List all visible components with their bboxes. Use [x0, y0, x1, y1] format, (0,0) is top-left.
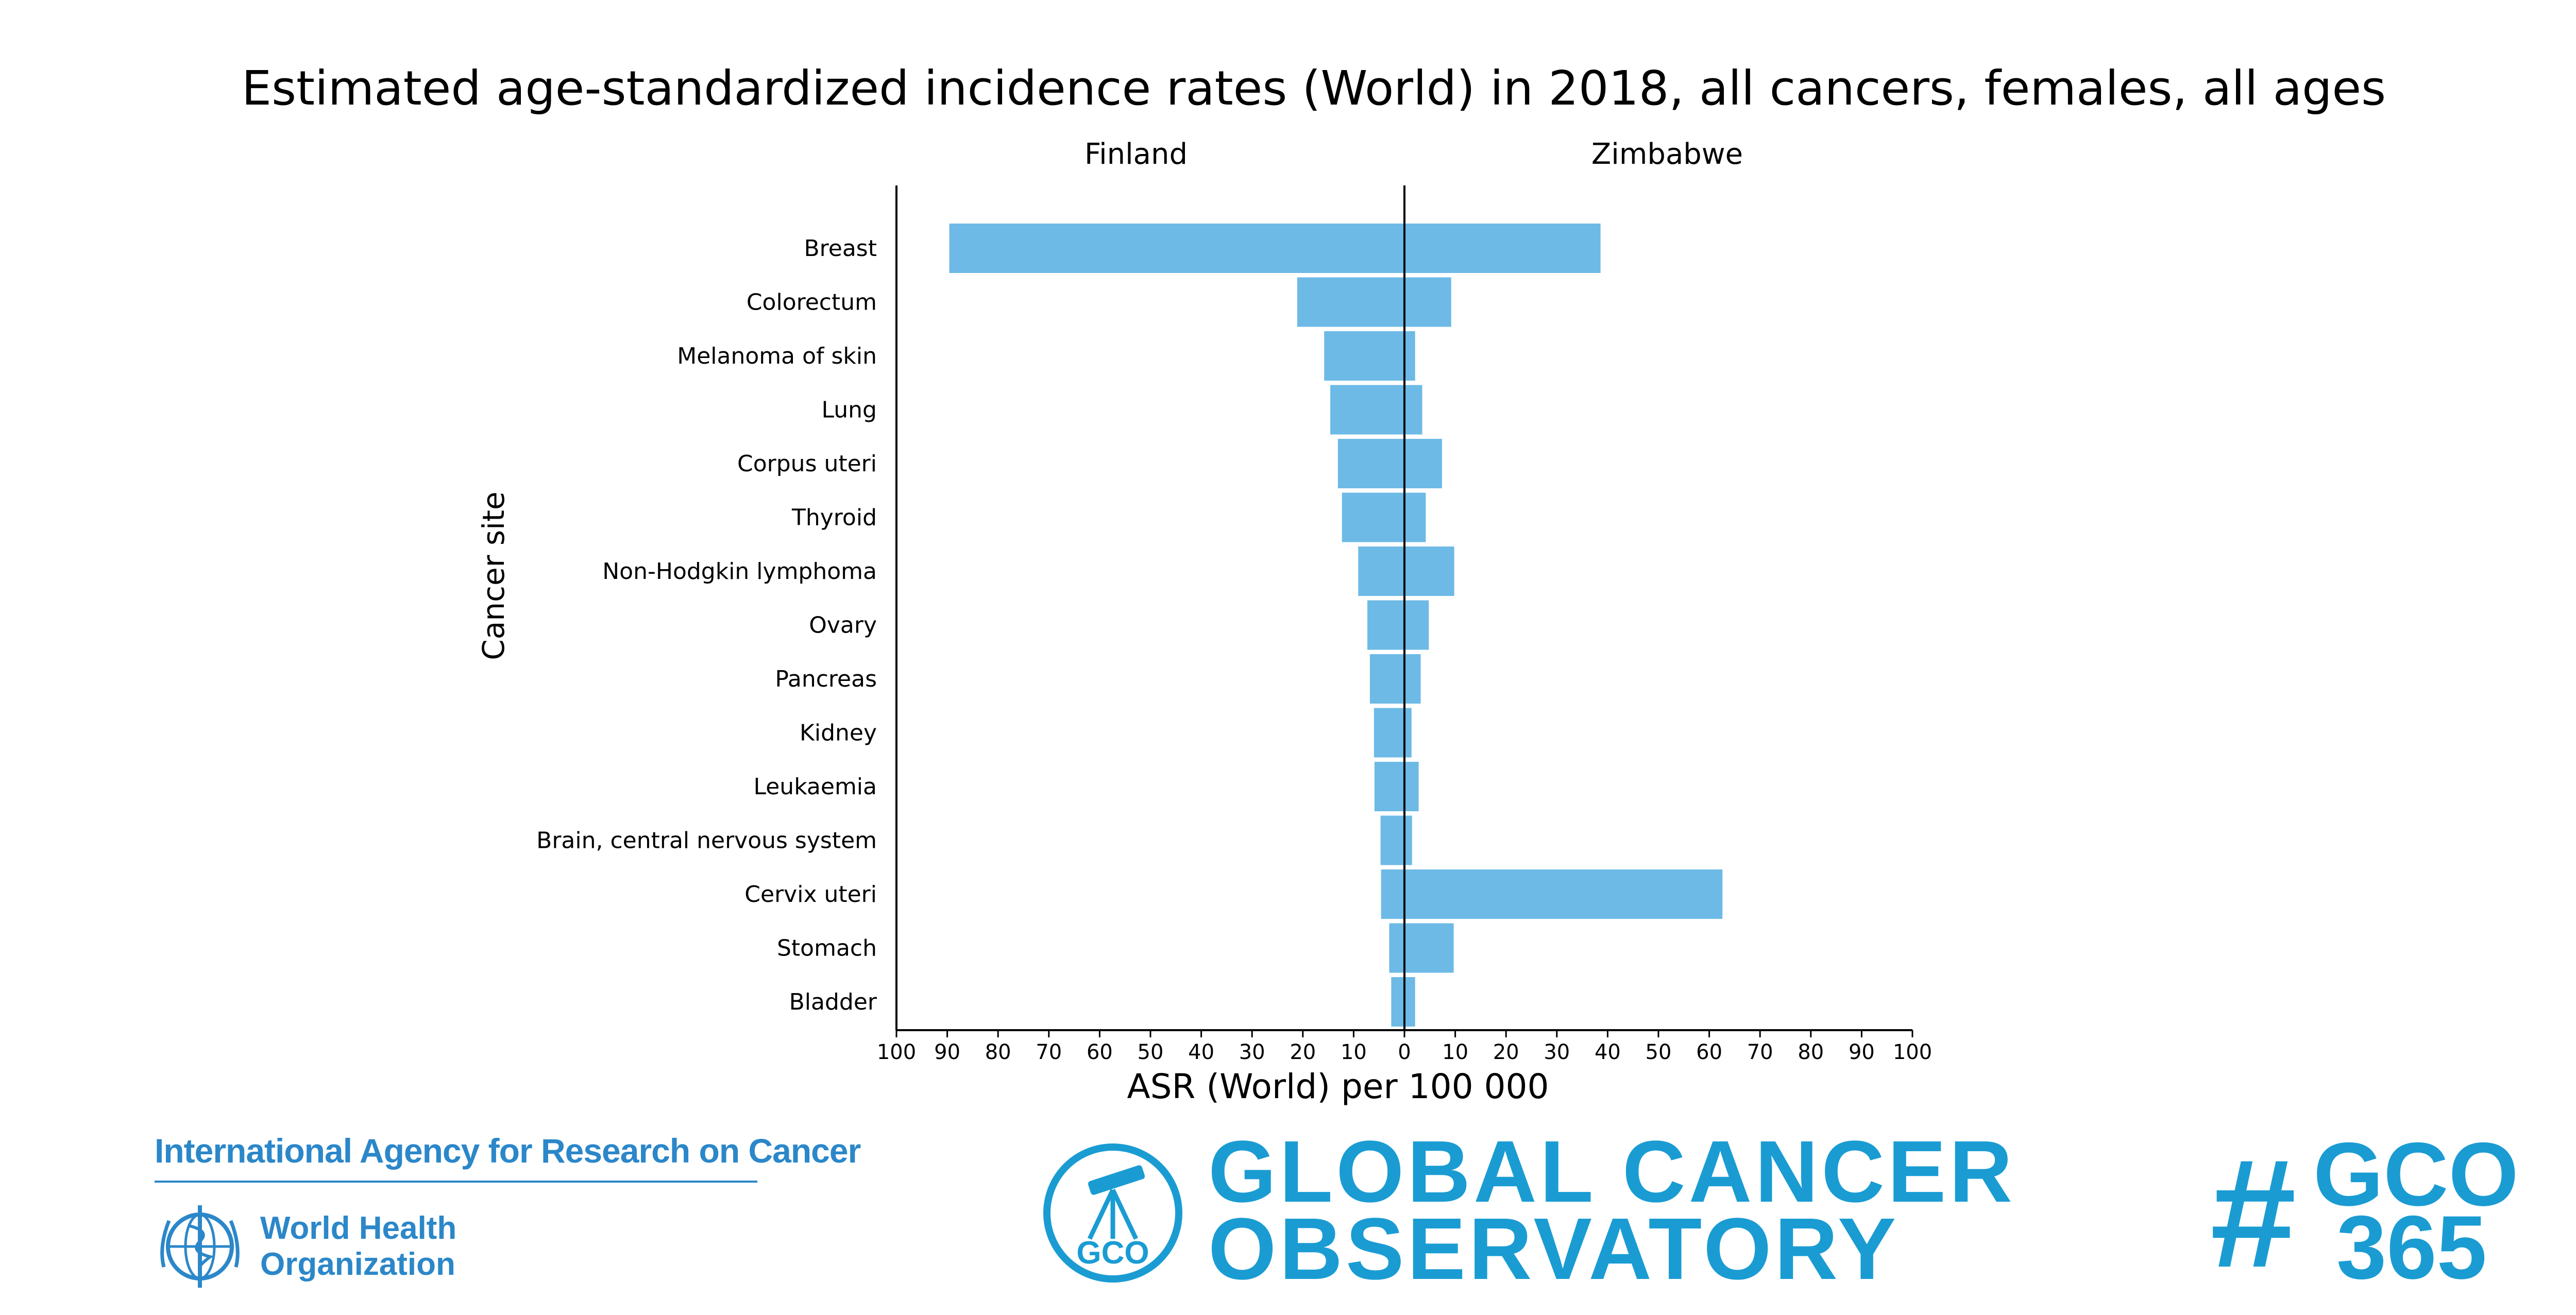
bar-finland [1342, 492, 1404, 542]
x-tick-label: 80 [985, 1040, 1011, 1064]
bar-finland [1337, 439, 1404, 488]
who-line-1: World Health [260, 1210, 457, 1246]
bar-zimbabwe [1404, 600, 1429, 650]
category-label: Non-Hodgkin lymphoma [602, 558, 877, 585]
x-tick-label: 100 [877, 1040, 916, 1064]
category-label: Melanoma of skin [677, 343, 877, 369]
x-tick-label: 10 [1442, 1040, 1468, 1064]
x-tick-label: 40 [1188, 1040, 1214, 1064]
bar-zimbabwe [1404, 277, 1451, 327]
bars-group [949, 224, 1723, 1027]
bar-zimbabwe [1404, 385, 1422, 435]
x-tick-label: 50 [1138, 1040, 1164, 1064]
bar-finland [1367, 600, 1404, 650]
x-tick-label: 0 [1398, 1040, 1411, 1064]
bar-finland [1358, 547, 1404, 596]
bar-zimbabwe [1404, 547, 1454, 596]
x-tick-label: 30 [1239, 1040, 1265, 1064]
pyramid-chart: 100 90 80 70 60 50 40 30 20 10 0 10 20 30 40 50 60 70 80 90… [476, 138, 1932, 1106]
category-label: Colorectum [747, 289, 877, 316]
category-label: Lung [822, 397, 877, 423]
category-label: Cervix uteri [744, 881, 877, 908]
gco-wordmark: GLOBAL CANCER OBSERVATORY [1208, 1123, 2016, 1298]
x-tick-label: 100 [1893, 1040, 1932, 1064]
x-tick-label: 20 [1493, 1040, 1519, 1064]
x-tick-label: 90 [1849, 1040, 1875, 1064]
hashtag-line-1: GCO [2313, 1124, 2519, 1225]
category-labels-group: Breast Colorectum Melanoma of skin Lung Corp… [536, 235, 877, 1015]
bar-zimbabwe [1404, 654, 1421, 704]
x-tick-label: 90 [934, 1040, 960, 1064]
x-tick-label: 10 [1341, 1040, 1367, 1064]
category-label: Kidney [800, 720, 877, 746]
x-tick-label: 30 [1544, 1040, 1570, 1064]
bar-zimbabwe [1404, 331, 1415, 381]
bar-zimbabwe [1404, 708, 1412, 758]
who-emblem-icon [160, 1205, 240, 1288]
bar-finland [949, 224, 1404, 273]
bar-finland [1324, 331, 1404, 381]
bar-finland [1389, 923, 1404, 973]
bar-finland [1381, 869, 1404, 919]
bar-zimbabwe [1404, 439, 1442, 488]
category-label: Thyroid [791, 505, 877, 531]
bar-finland [1330, 385, 1404, 435]
gco-telescope-icon: GCO [1043, 1143, 1182, 1283]
bar-zimbabwe [1404, 977, 1415, 1027]
category-label: Pancreas [775, 666, 877, 692]
category-label: Brain, central nervous system [536, 828, 877, 854]
bar-finland [1297, 277, 1404, 327]
bar-zimbabwe [1404, 815, 1412, 865]
x-tick-label: 80 [1798, 1040, 1824, 1064]
x-tick-label: 40 [1595, 1040, 1621, 1064]
category-label: Bladder [789, 989, 877, 1015]
y-axis-title: Cancer site [476, 491, 511, 660]
chart-title: Estimated age-standardized incidence rat… [241, 61, 2386, 116]
iarc-divider [155, 1181, 757, 1183]
x-tick-label: 70 [1747, 1040, 1773, 1064]
x-ticks-group: 100 90 80 70 60 50 40 30 20 10 0 10 20 30 40 50 60 70 80 90… [877, 1030, 1932, 1064]
bar-zimbabwe [1404, 923, 1454, 973]
iarc-logo-text: International Agency for Research on Can… [155, 1132, 861, 1170]
who-line-2: Organization [260, 1246, 455, 1282]
x-tick-label: 70 [1036, 1040, 1062, 1064]
bar-zimbabwe [1404, 762, 1419, 811]
gco-badge-text: GCO [1076, 1235, 1149, 1271]
bar-zimbabwe [1404, 492, 1426, 542]
category-label: Leukaemia [754, 774, 877, 800]
legend-right-label: Zimbabwe [1591, 138, 1743, 171]
bar-finland [1369, 654, 1404, 704]
gco-line-2: OBSERVATORY [1208, 1200, 1900, 1298]
bar-finland [1380, 815, 1404, 865]
bar-zimbabwe [1404, 869, 1723, 919]
x-tick-label: 60 [1696, 1040, 1722, 1064]
hashtag-symbol: # [2210, 1126, 2296, 1300]
gco-line-1: GLOBAL CANCER [1208, 1123, 2016, 1221]
x-tick-label: 20 [1290, 1040, 1316, 1064]
x-axis-title: ASR (World) per 100 000 [1127, 1067, 1549, 1106]
x-tick-label: 60 [1087, 1040, 1113, 1064]
category-label: Corpus uteri [737, 451, 877, 477]
bar-finland [1391, 977, 1404, 1027]
bar-finland [1374, 762, 1404, 811]
category-label: Stomach [777, 935, 877, 962]
x-tick-label: 50 [1646, 1040, 1672, 1064]
legend-left-label: Finland [1084, 138, 1188, 171]
category-label: Breast [804, 235, 877, 262]
category-label: Ovary [809, 612, 877, 639]
who-logo-text: World Health Organization [260, 1210, 456, 1283]
bar-finland [1374, 708, 1404, 758]
bar-zimbabwe [1404, 224, 1601, 273]
hashtag-line-2: 365 [2336, 1198, 2487, 1298]
